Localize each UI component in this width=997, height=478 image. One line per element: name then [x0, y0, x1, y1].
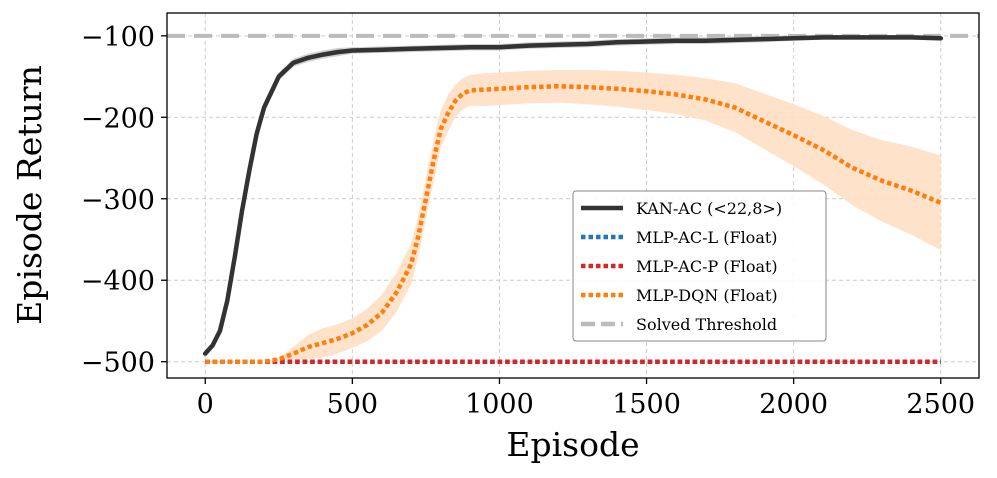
kan-ac-22-8-line — [202, 35, 944, 356]
y-tick-label: −100 — [81, 22, 155, 53]
mlp-dqn-float-band — [205, 70, 941, 362]
x-tick-label: 2000 — [759, 389, 828, 420]
series-lines — [167, 33, 979, 364]
x-tick-label: 2500 — [906, 389, 975, 420]
x-tick-label: 500 — [327, 389, 379, 420]
legend-label: KAN-AC (<22,8>) — [636, 199, 782, 218]
legend-label: Solved Threshold — [636, 315, 777, 334]
x-tick-label: 0 — [197, 389, 214, 420]
y-tick-label: −300 — [81, 185, 155, 216]
legend-label: MLP-DQN (Float) — [636, 286, 778, 305]
x-tick-label: 1000 — [465, 389, 534, 420]
plot-frame — [166, 12, 980, 379]
legend: KAN-AC (<22,8>) MLP-AC-L (Float) MLP-AC-P … — [572, 190, 827, 342]
x-tick-label: 1500 — [612, 389, 681, 420]
x-axis-label: Episode — [506, 425, 639, 464]
y-tick-label: −200 — [81, 103, 155, 134]
legend-label: MLP-AC-L (Float) — [636, 228, 778, 247]
mlp-dqn-float-line — [205, 84, 942, 364]
legend-label: MLP-AC-P (Float) — [636, 257, 778, 276]
y-tick-label: −500 — [81, 348, 155, 379]
legend-frame — [572, 190, 827, 342]
axis-ticks: 0 500 1000 1500 2000 2500 −500 −400 −300 −200 −100 — [81, 22, 975, 420]
confidence-bands — [205, 35, 941, 362]
y-axis-label: Episode Return — [10, 65, 49, 325]
y-tick-label: −400 — [81, 266, 155, 297]
